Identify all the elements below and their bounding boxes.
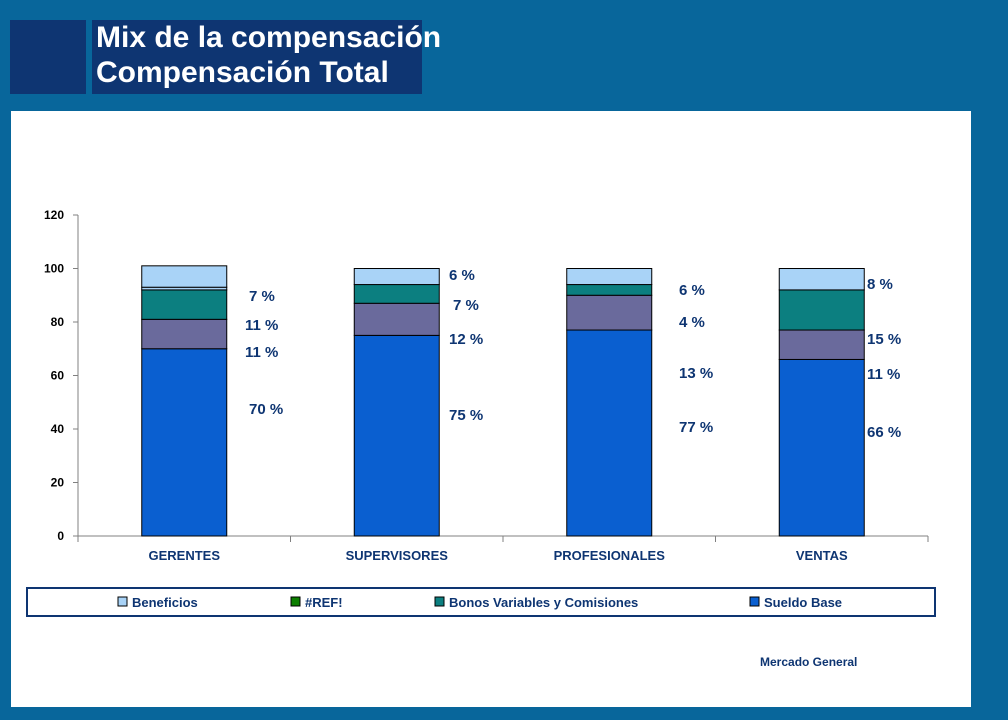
data-label: 11 % — [867, 366, 900, 383]
legend-label: Bonos Variables y Comisiones — [449, 595, 638, 610]
legend-swatch — [749, 596, 760, 607]
y-tick-label: 80 — [51, 315, 65, 329]
footnote: Mercado General — [760, 655, 858, 669]
data-label: 6 % — [679, 282, 705, 299]
legend-label: #REF! — [305, 595, 343, 610]
title-block — [92, 20, 422, 94]
data-label: 13 % — [679, 365, 713, 382]
data-label: 77 % — [679, 419, 713, 436]
bar-segment — [778, 329, 865, 360]
data-label: 75 % — [449, 407, 483, 424]
bar-segment — [778, 268, 865, 291]
stacked-bar-chart: 0 20 40 60 80 100 120 GERENTES SUPERVISORES PROFE… — [26, 208, 936, 617]
chart-panel: 0 20 40 60 80 100 120 GERENTES SUPERVISORES PROFE… — [11, 111, 971, 707]
bar-segment — [141, 265, 228, 288]
y-tick-label: 20 — [51, 476, 65, 490]
data-label: 7 % — [249, 288, 275, 305]
data-label: 70 % — [249, 401, 283, 418]
bar-segment — [141, 348, 228, 537]
legend-label: Beneficios — [132, 595, 198, 610]
data-label: 11 % — [245, 344, 278, 361]
x-category-label: SUPERVISORES — [346, 548, 449, 563]
logo-block — [10, 20, 86, 94]
data-label: 15 % — [867, 331, 901, 348]
bar-segment — [778, 289, 865, 331]
data-label: 11 % — [245, 317, 278, 334]
x-category-label: GERENTES — [148, 548, 220, 563]
y-tick-label: 120 — [44, 208, 64, 222]
legend-label: Sueldo Base — [764, 595, 842, 610]
y-tick-label: 0 — [57, 529, 64, 543]
y-tick-label: 60 — [51, 369, 65, 383]
bar-segment — [141, 289, 228, 320]
data-label: 4 % — [679, 314, 705, 331]
title-line-2: Compensación Total — [96, 56, 389, 89]
bar-segment — [566, 294, 653, 331]
bar-segment — [353, 268, 440, 286]
bar-segment — [353, 302, 440, 336]
bar-segment — [141, 318, 228, 350]
data-label: 66 % — [867, 424, 901, 441]
data-label: 7 % — [453, 297, 479, 314]
y-tick-label: 100 — [44, 262, 64, 276]
page-title: Mix de la compensación Compensación Tota… — [96, 20, 441, 90]
bar-segment — [566, 268, 653, 286]
bar-segment — [353, 284, 440, 304]
title-line-1: Mix de la compensación — [96, 21, 442, 54]
x-category-label: PROFESIONALES — [554, 548, 666, 563]
data-label: 8 % — [867, 276, 893, 293]
data-label: 12 % — [449, 331, 483, 348]
legend-swatch — [117, 596, 128, 607]
data-label: 6 % — [449, 267, 475, 284]
legend-box — [26, 587, 936, 617]
bar-segment — [353, 334, 440, 537]
bar-segment — [566, 284, 653, 296]
legend-swatch — [434, 596, 445, 607]
bar-segment — [566, 329, 653, 537]
bar-segment — [778, 358, 865, 537]
x-category-label: VENTAS — [796, 548, 848, 563]
y-tick-label: 40 — [51, 422, 65, 436]
legend-swatch — [290, 596, 301, 607]
